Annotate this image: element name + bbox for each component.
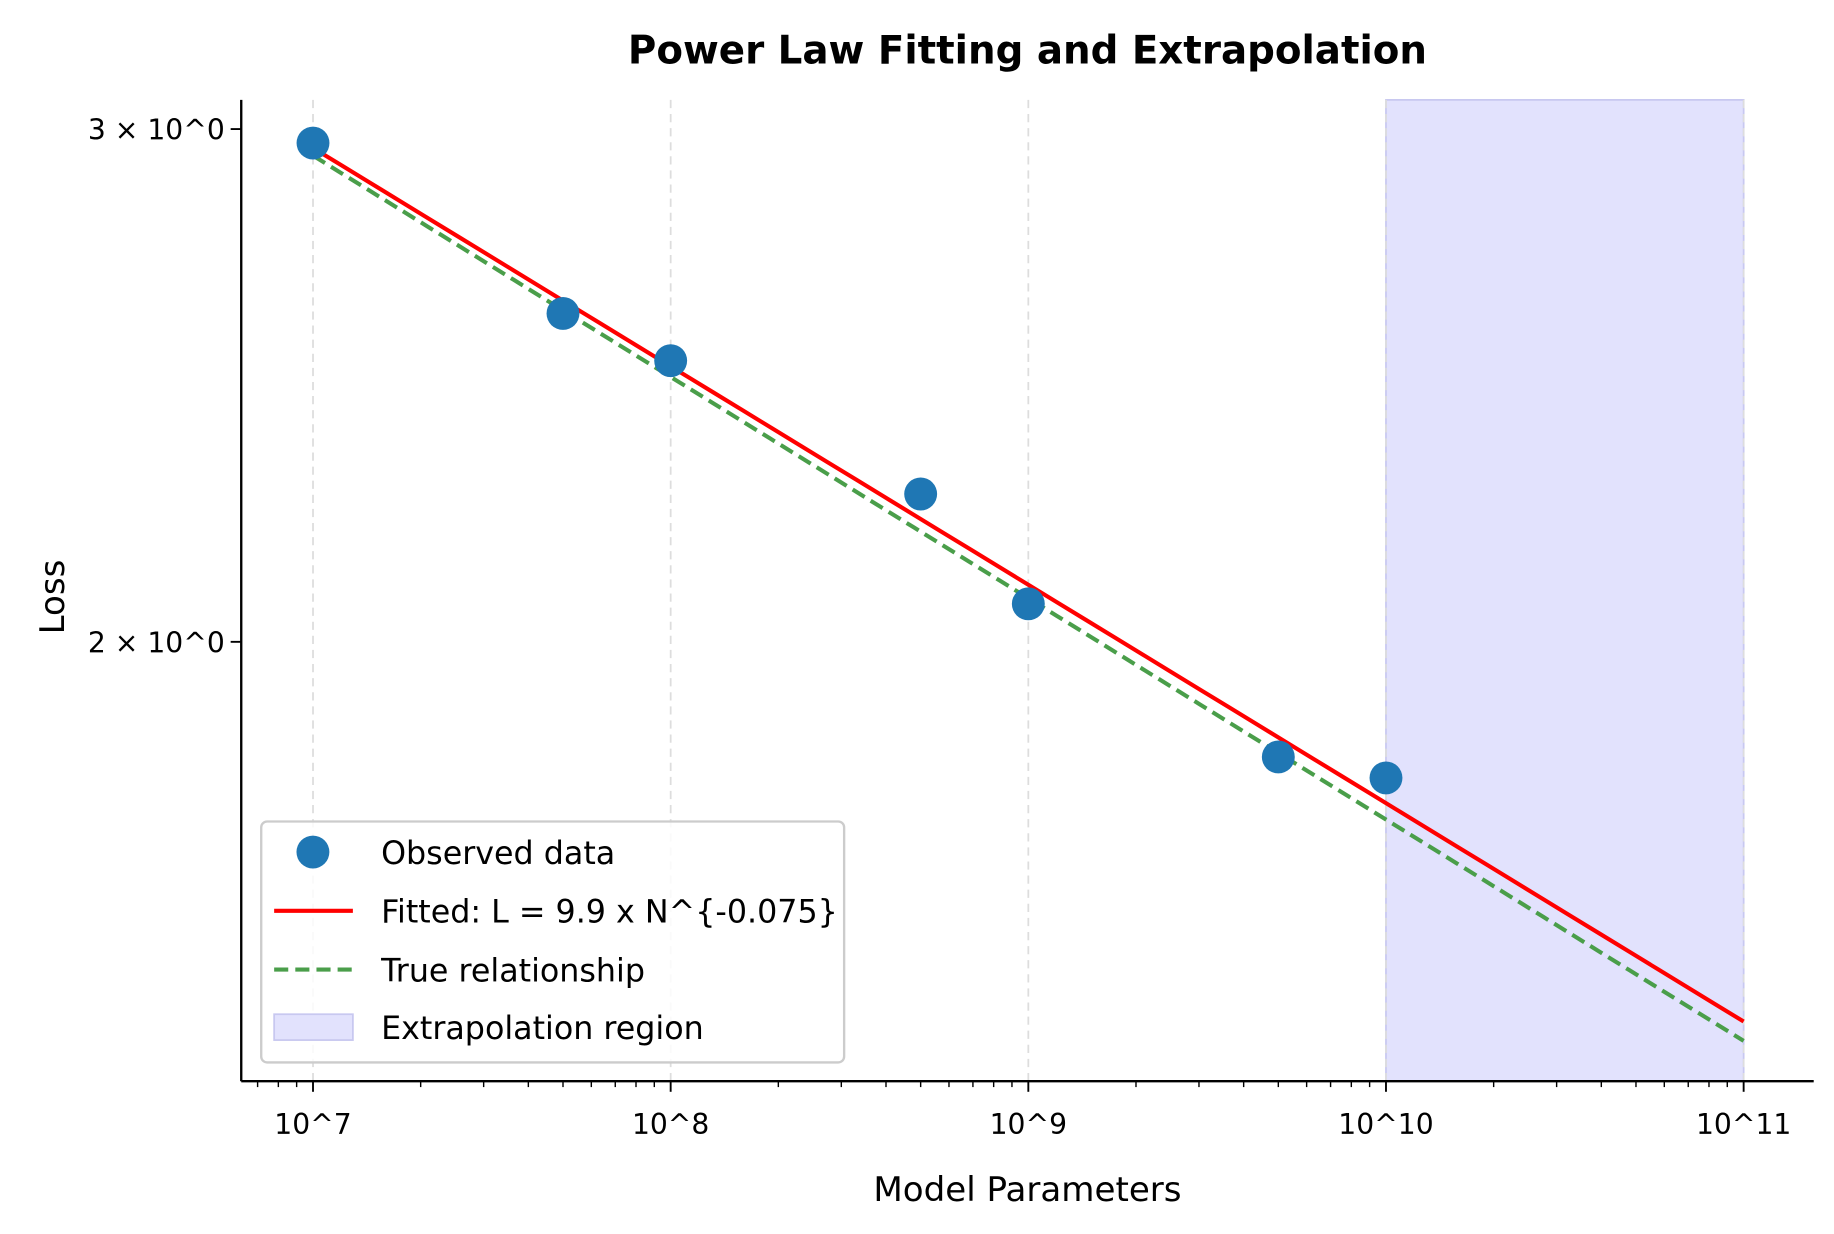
observed-data-point xyxy=(1261,740,1295,774)
tick-labels: 10^7 10^8 10^9 10^10 10^11 3 × 10^0 2 × … xyxy=(88,114,1791,1141)
observed-data-point xyxy=(1369,761,1403,795)
legend-label: Fitted: L = 9.9 x N^{-0.075} xyxy=(381,895,838,931)
legend-label: Observed data xyxy=(381,836,615,872)
x-tick-label: 10^8 xyxy=(632,1108,709,1141)
chart-title: Power Law Fitting and Extrapolation xyxy=(628,28,1427,73)
y-axis-label: Loss xyxy=(33,560,73,635)
y-tick-label: 3 × 10^0 xyxy=(88,114,225,147)
observed-data-point xyxy=(904,477,938,511)
legend: Observed data Fitted: L = 9.9 x N^{-0.075… xyxy=(260,820,846,1064)
observed-data-point xyxy=(296,126,330,160)
legend-patch-extrapolation xyxy=(273,1013,354,1041)
plot-area xyxy=(230,99,1814,1092)
fitted-line xyxy=(311,146,1745,1024)
legend-label: Extrapolation region xyxy=(381,1011,704,1047)
observed-data-point xyxy=(546,296,580,330)
x-tick-label: 10^11 xyxy=(1696,1108,1791,1141)
observed-data-point xyxy=(1011,587,1045,621)
observed-data-point xyxy=(654,344,688,378)
extrapolation-region xyxy=(1385,99,1745,1083)
x-tick-label: 10^7 xyxy=(274,1108,351,1141)
legend-label: True relationship xyxy=(380,953,645,989)
x-axis-label: Model Parameters xyxy=(873,1170,1181,1210)
y-tick-label: 2 × 10^0 xyxy=(88,626,225,659)
legend-box xyxy=(260,820,846,1064)
legend-marker-observed xyxy=(296,835,330,869)
x-tick-label: 10^9 xyxy=(990,1108,1067,1141)
x-tick-label: 10^10 xyxy=(1338,1108,1433,1141)
